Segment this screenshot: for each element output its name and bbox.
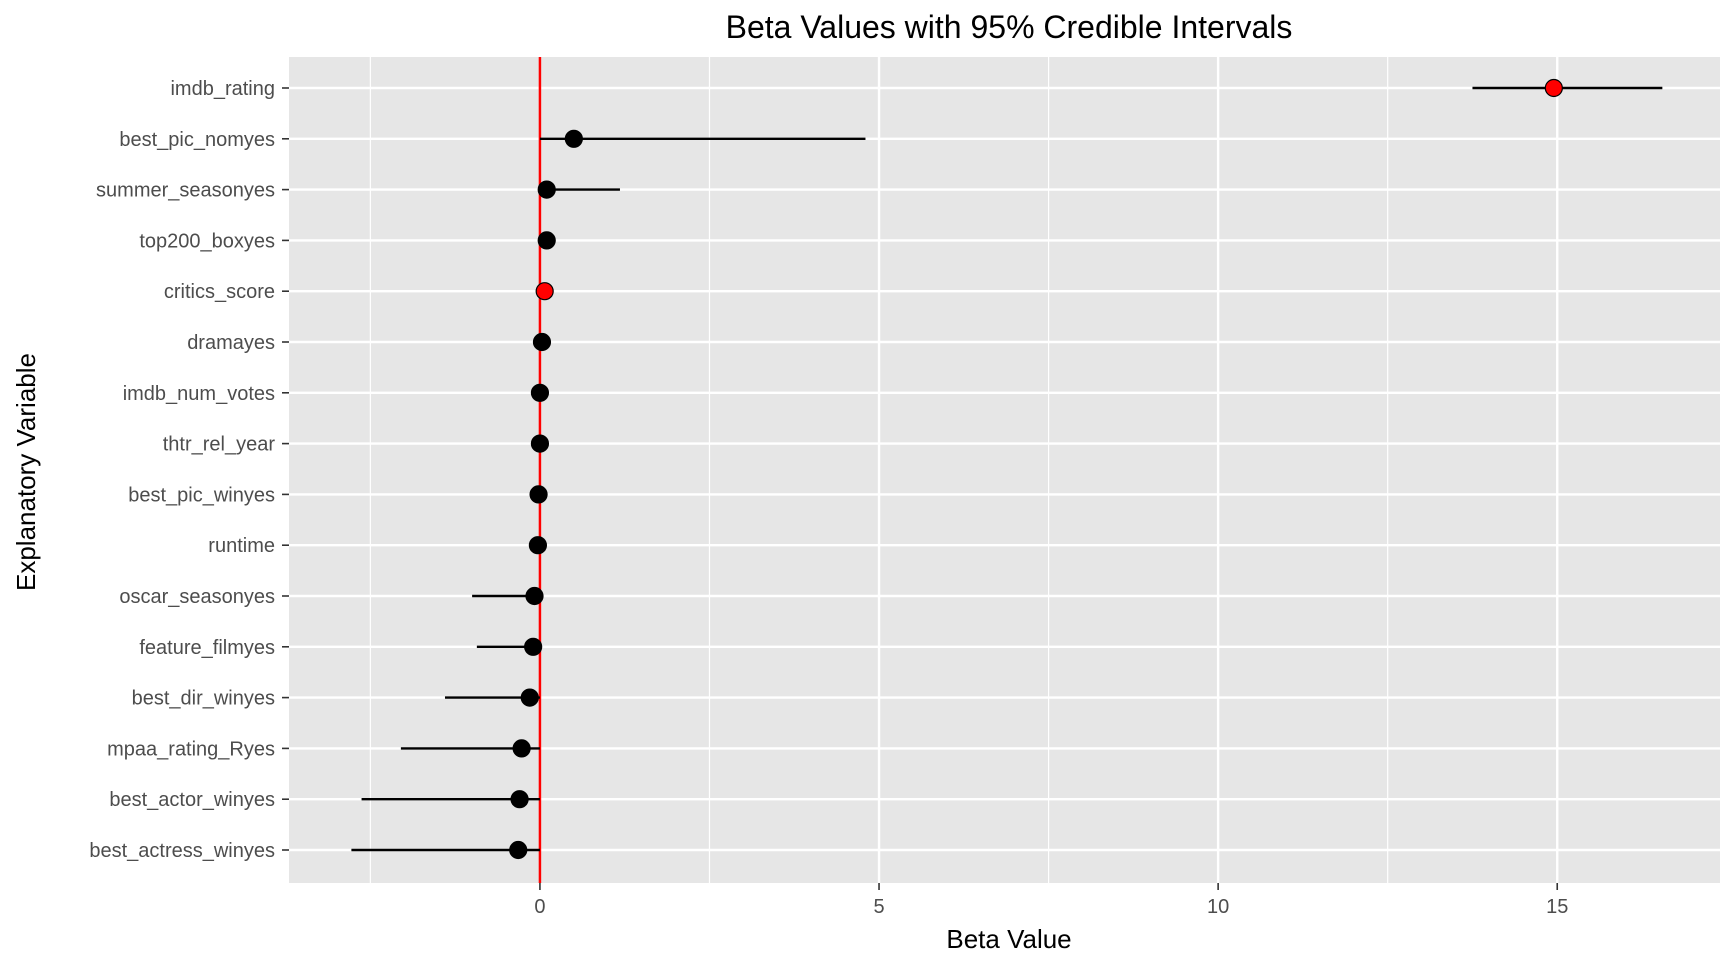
y-axis-title: Explanatory Variable xyxy=(11,353,41,591)
y-tick-label: feature_filmyes xyxy=(139,637,275,659)
chart-title: Beta Values with 95% Credible Intervals xyxy=(726,9,1293,45)
credible-intervals xyxy=(351,86,1663,852)
y-tick-label: dramayes xyxy=(187,332,275,354)
y-axis: imdb_rating best_pic_nomyes summer_seasony… xyxy=(89,78,289,862)
y-tick-label: top200_boxyes xyxy=(139,230,275,252)
point-summer_seasonyes xyxy=(537,180,556,199)
point-mpaa_rating_Ryes xyxy=(512,739,531,758)
y-tick-label: summer_seasonyes xyxy=(96,180,275,202)
point-imdb_num_votes xyxy=(530,383,550,402)
point-feature_filmyes xyxy=(524,637,543,656)
y-tick-label: best_pic_winyes xyxy=(128,484,275,506)
point-dramayes xyxy=(532,332,552,352)
minor-grid xyxy=(369,57,1389,883)
plot-panel xyxy=(289,57,1720,883)
x-tick-label: 10 xyxy=(1207,896,1229,918)
y-tick-label: imdb_num_votes xyxy=(123,383,275,405)
y-tick-label: critics_score xyxy=(164,281,275,303)
x-tick-label: 5 xyxy=(873,896,884,918)
x-axis-title: Beta Value xyxy=(946,924,1071,954)
y-tick-label: oscar_seasonyes xyxy=(119,586,275,608)
x-axis: 0 5 10 15 xyxy=(534,883,1568,918)
x-tick-label: 15 xyxy=(1546,896,1568,918)
y-tick-label: best_actress_winyes xyxy=(89,840,275,862)
point-best_pic_winyes xyxy=(529,485,548,504)
y-tick-label: mpaa_rating_Ryes xyxy=(107,738,275,760)
y-tick-label: thtr_rel_year xyxy=(163,434,276,456)
beta-points xyxy=(509,78,1563,860)
point-imdb_rating xyxy=(1544,78,1563,98)
point-oscar_seasonyes xyxy=(525,586,544,606)
point-best_dir_winyes xyxy=(520,688,539,707)
point-best_actor_winyes xyxy=(510,790,529,809)
y-tick-label: best_actor_winyes xyxy=(109,789,275,811)
point-thtr_rel_year xyxy=(530,434,550,453)
point-critics_score xyxy=(535,282,554,301)
y-tick-label: best_dir_winyes xyxy=(132,688,275,710)
point-top200_boxyes xyxy=(537,231,556,250)
x-tick-label: 0 xyxy=(534,896,545,918)
major-grid xyxy=(289,57,1720,883)
point-runtime xyxy=(528,536,547,555)
y-tick-label: runtime xyxy=(208,535,275,557)
point-best_pic_nomyes xyxy=(564,129,583,148)
y-tick-label: best_pic_nomyes xyxy=(119,129,275,151)
y-tick-label: imdb_rating xyxy=(170,78,275,100)
point-best_actress_winyes xyxy=(509,840,528,860)
